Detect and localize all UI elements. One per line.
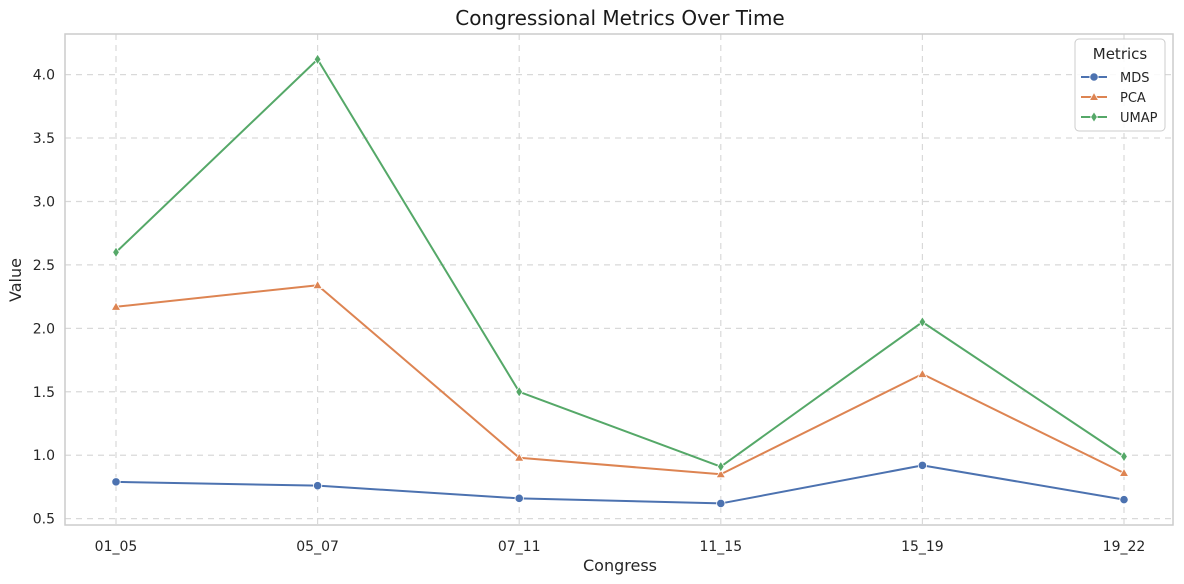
data-point-pca	[312, 279, 323, 290]
y-tick-label: 2.5	[33, 258, 55, 274]
legend-marker-pca	[1088, 91, 1100, 101]
data-point-mds	[716, 498, 726, 509]
x-tick-label: 01_05	[95, 539, 138, 555]
legend-label-umap: UMAP	[1120, 111, 1158, 126]
legend-marker-mds	[1089, 72, 1099, 82]
data-point-umap	[313, 53, 322, 66]
y-tick-label: 1.0	[33, 448, 55, 464]
y-tick-label: 4.0	[33, 68, 55, 84]
legend-title: Metrics	[1093, 45, 1148, 63]
data-point-mds	[514, 493, 524, 503]
legend-item-umap: UMAP	[1081, 111, 1158, 126]
legend-box	[1074, 38, 1166, 132]
data-point-mds	[1119, 495, 1129, 505]
legend-items: MDS PCA UMAP	[1081, 71, 1158, 126]
x-tick-label: 11_15	[699, 539, 742, 555]
x-axis-label: Congress	[583, 556, 657, 575]
data-point-umap	[515, 385, 524, 398]
series-layer	[110, 53, 1130, 509]
x-tick-label: 05_07	[296, 539, 339, 555]
data-point-umap	[112, 246, 120, 259]
legend-label-pca: PCA	[1120, 91, 1146, 106]
data-point-umap	[918, 316, 927, 328]
x-tick-label: 19_22	[1103, 539, 1146, 555]
data-point-umap	[1120, 450, 1128, 463]
legend-label-mds: MDS	[1120, 71, 1149, 86]
data-point-umap	[716, 460, 725, 473]
y-tick-label: 3.0	[33, 194, 55, 210]
series-umap	[112, 53, 1128, 473]
tick-layer: 0.5 1.0 1.5 2.0 2.5 3.0 3.5 4.0 01_05 05_07 07_11 1…	[33, 68, 1146, 555]
legend-marker-umap	[1090, 111, 1098, 123]
data-point-pca	[715, 468, 727, 479]
y-tick-label: 2.0	[33, 321, 55, 337]
data-point-pca	[917, 368, 928, 378]
series-mds	[111, 460, 1129, 509]
data-point-pca	[110, 301, 122, 311]
y-tick-label: 1.5	[33, 385, 55, 401]
chart-title: Congressional Metrics Over Time	[455, 6, 785, 30]
y-tick-label: 3.5	[33, 131, 55, 147]
y-axis-label: Value	[6, 258, 25, 302]
x-tick-label: 15_19	[901, 539, 944, 555]
series-pca	[110, 279, 1130, 479]
plot-frame	[64, 33, 1174, 526]
series-line-pca	[115, 284, 1125, 476]
data-point-mds	[111, 477, 121, 487]
series-line-umap	[115, 58, 1125, 468]
data-point-mds	[312, 481, 323, 491]
legend: Metrics MDS PCA UMAP	[1074, 38, 1166, 132]
data-point-pca	[1118, 467, 1130, 477]
series-line-mds	[115, 464, 1125, 505]
legend-item-mds: MDS	[1081, 71, 1149, 86]
y-tick-label: 0.5	[33, 512, 55, 528]
x-tick-label: 07_11	[498, 539, 541, 555]
grid-layer	[65, 34, 1173, 525]
legend-item-pca: PCA	[1081, 91, 1146, 106]
data-point-pca	[513, 452, 525, 462]
data-point-mds	[917, 460, 928, 470]
